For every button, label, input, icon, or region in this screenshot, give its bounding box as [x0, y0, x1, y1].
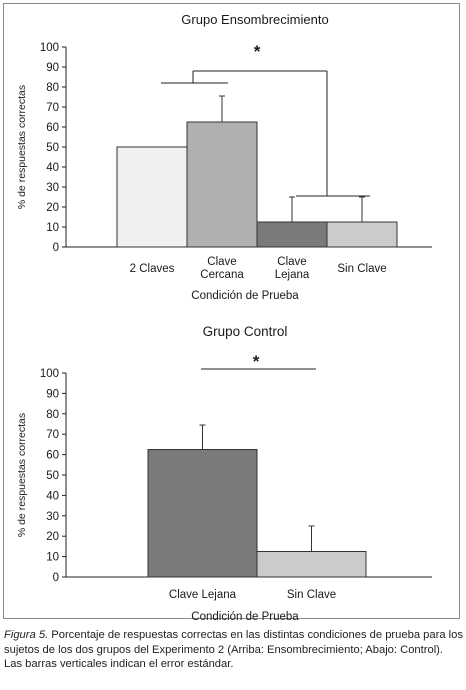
- y-tick-label: 0: [53, 572, 59, 584]
- x-category-label: Lejana: [275, 269, 310, 281]
- x-category-label: Sin Clave: [287, 589, 336, 601]
- caption-text: Porcentaje de respuestas correctas en la…: [4, 629, 463, 671]
- y-tick-label: 80: [46, 409, 59, 421]
- y-tick-label: 0: [53, 242, 59, 254]
- y-tick-label: 30: [46, 511, 59, 523]
- y-tick-label: 50: [46, 470, 59, 482]
- y-tick-label: 40: [46, 490, 59, 502]
- y-tick-label: 40: [46, 162, 59, 174]
- y-tick-label: 10: [46, 222, 59, 234]
- y-tick-label: 20: [46, 202, 59, 214]
- y-tick-label: 80: [46, 82, 59, 94]
- bar: [116, 146, 188, 248]
- bar: [326, 221, 398, 248]
- bar: [147, 449, 258, 578]
- y-tick-label: 90: [46, 62, 59, 74]
- y-tick-label: 60: [46, 122, 59, 134]
- figure-frame: [3, 3, 460, 619]
- y-tick-label: 50: [46, 142, 59, 154]
- bar: [186, 121, 258, 248]
- figure-caption: Figura 5. Porcentaje de respuestas corre…: [4, 628, 464, 672]
- chart-ensombrecimiento: Grupo Ensombrecimiento 0 10 20 30 40 50 60 70 80 9…: [16, 12, 432, 302]
- significance-star: *: [254, 42, 261, 61]
- caption-figure-label: Figura 5.: [4, 629, 49, 641]
- y-tick-label: 70: [46, 102, 59, 114]
- y-axis-label: % de respuestas correctas: [16, 85, 28, 209]
- x-axis-label: Condición de Prueba: [191, 611, 299, 623]
- x-category-label: 2 Claves: [130, 263, 175, 275]
- chart-title: Grupo Ensombrecimiento: [181, 12, 328, 27]
- y-tick-label: 60: [46, 450, 59, 462]
- bar: [256, 551, 367, 578]
- bar: [256, 221, 328, 248]
- y-axis-label: % de respuestas correctas: [16, 413, 28, 537]
- chart-title: Grupo Control: [203, 324, 288, 339]
- y-tick-label: 90: [46, 388, 59, 400]
- x-category-label: Cercana: [200, 269, 244, 281]
- y-tick-label: 20: [46, 531, 59, 543]
- y-tick-label: 30: [46, 182, 59, 194]
- significance-star: *: [253, 352, 260, 371]
- x-axis-label: Condición de Prueba: [191, 290, 299, 302]
- y-tick-label: 10: [46, 552, 59, 564]
- x-category-label: Sin Clave: [337, 263, 386, 275]
- x-category-label: Clave: [207, 256, 236, 268]
- y-tick-label: 70: [46, 429, 59, 441]
- y-tick-label: 100: [40, 42, 59, 54]
- x-category-label: Clave: [277, 256, 306, 268]
- y-tick-label: 100: [40, 368, 59, 380]
- chart-control: Grupo Control 0 10 20 30 40 50 60 70 80 90 100 % de …: [16, 324, 432, 623]
- x-category-label: Clave Lejana: [169, 589, 237, 601]
